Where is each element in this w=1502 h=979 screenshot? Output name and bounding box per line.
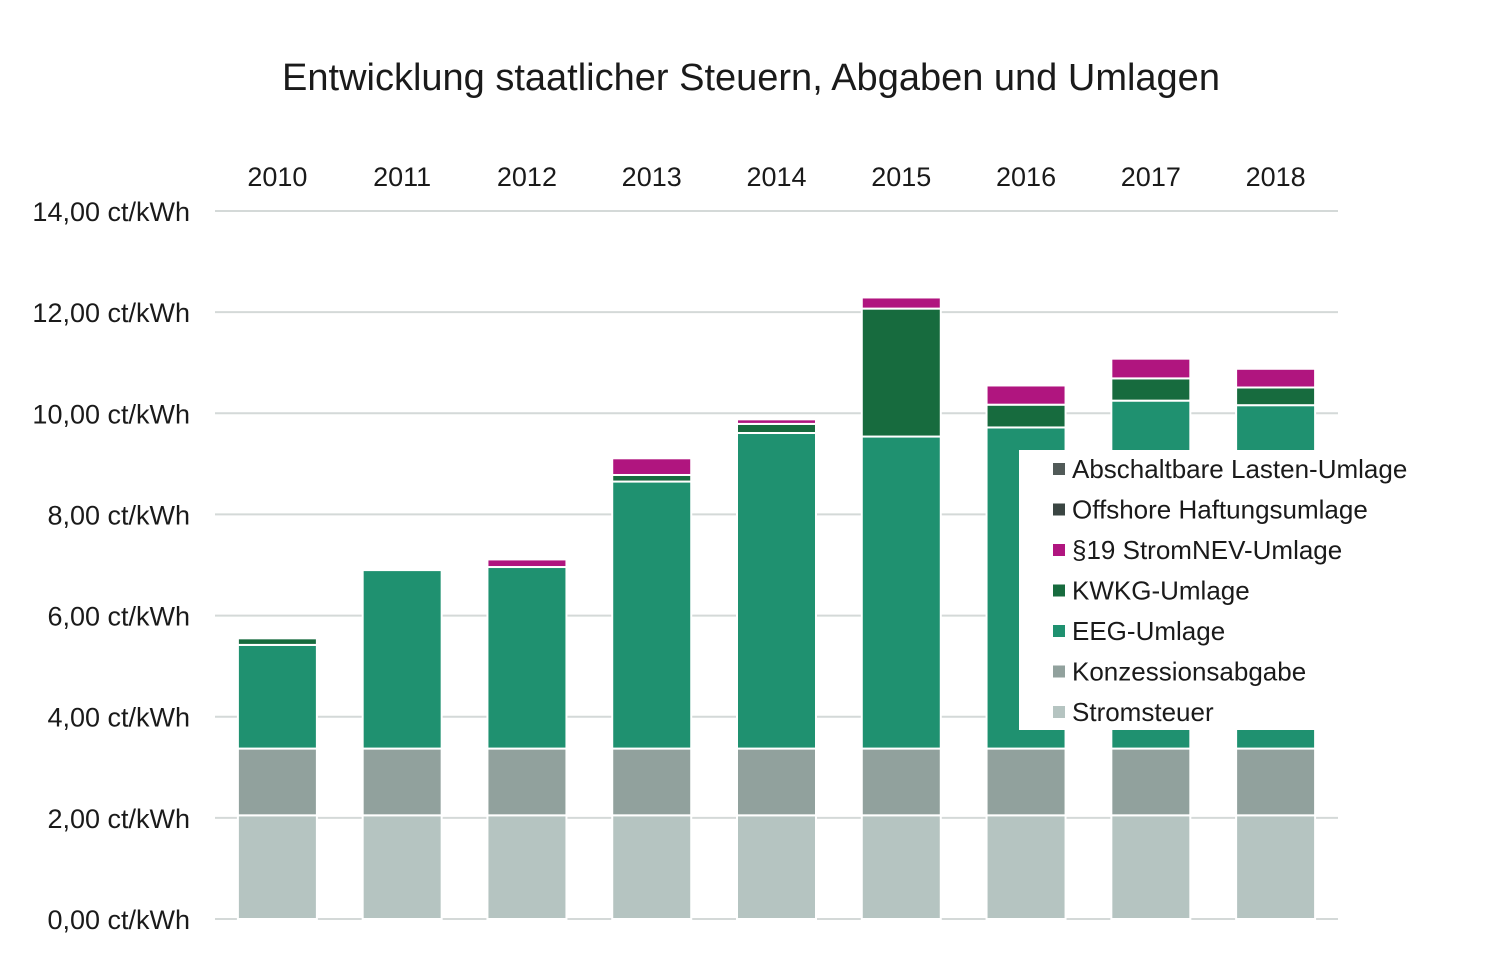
bar-segment (236, 747, 318, 817)
bar-segment (361, 569, 443, 750)
x-tick-label: 2018 (1246, 162, 1306, 192)
legend: Abschaltbare Lasten-Umlage Offshore Haftu… (1019, 450, 1459, 730)
bar-segment (611, 457, 693, 476)
bar-segment (736, 747, 817, 817)
y-tick-label: 14,00 ct/kWh (32, 197, 190, 227)
bar-segment (1110, 814, 1192, 920)
legend-label: Stromsteuer (1072, 697, 1214, 727)
bar-segment (860, 747, 942, 817)
bar-segment (1235, 747, 1317, 817)
bar-segment (236, 643, 318, 750)
y-tick-label: 8,00 ct/kWh (47, 500, 190, 530)
legend-swatch (1053, 463, 1065, 475)
x-tick-label: 2015 (871, 162, 931, 192)
x-axis-tick-labels: 2010 2011 2012 2013 2014 2015 2016 2017 2018 (247, 162, 1305, 192)
bar-segment (486, 814, 568, 920)
bar-segment (486, 747, 568, 817)
bar-segment (1110, 377, 1192, 402)
x-tick-label: 2014 (746, 162, 806, 192)
bar-segment (985, 814, 1067, 920)
legend-swatch (1053, 544, 1065, 556)
bar-segment (236, 814, 318, 920)
legend-swatch (1053, 503, 1065, 516)
legend-swatch (1053, 584, 1065, 597)
legend-label: Offshore Haftungsumlage (1072, 495, 1368, 525)
bar-segment (736, 418, 817, 425)
bar-segment (736, 432, 817, 750)
bar-segment (860, 435, 942, 750)
x-tick-label: 2016 (996, 162, 1056, 192)
bar-segment (611, 480, 693, 750)
bar-segment (361, 567, 443, 572)
bar-segment (611, 814, 693, 920)
x-tick-label: 2013 (622, 162, 682, 192)
y-tick-label: 12,00 ct/kWh (32, 298, 190, 328)
bar-segment (985, 384, 1067, 406)
bar-segment (361, 747, 443, 817)
bar-segment (860, 307, 942, 438)
bar-segment (361, 814, 443, 920)
bar-segment (736, 422, 817, 435)
legend-label: Abschaltbare Lasten-Umlage (1072, 454, 1407, 484)
bar-segment (860, 814, 942, 920)
y-axis-tick-labels: 0,00 ct/kWh 2,00 ct/kWh 4,00 ct/kWh 6,00 ct… (32, 197, 190, 935)
legend-label: KWKG-Umlage (1072, 576, 1250, 606)
bar-segment (1110, 357, 1192, 380)
bar-segment (985, 747, 1067, 817)
y-tick-label: 0,00 ct/kWh (47, 905, 190, 935)
y-tick-label: 6,00 ct/kWh (47, 602, 190, 632)
bar-segment (486, 558, 568, 569)
bar-segment (1110, 747, 1192, 817)
legend-swatch (1053, 706, 1065, 718)
chart-title: Entwicklung staatlicher Steuern, Abgaben… (282, 57, 1220, 99)
legend-swatch (1053, 665, 1065, 678)
bar-segment (1235, 367, 1317, 389)
bar-segment (860, 296, 942, 310)
x-tick-label: 2011 (373, 162, 431, 192)
legend-box (1019, 450, 1459, 730)
legend-label: §19 StromNEV-Umlage (1072, 535, 1342, 565)
y-tick-label: 2,00 ct/kWh (47, 804, 190, 834)
x-tick-label: 2010 (247, 162, 307, 192)
bar-segment (486, 566, 568, 750)
bar-segment (1235, 386, 1317, 407)
x-tick-label: 2017 (1121, 162, 1181, 192)
legend-label: EEG-Umlage (1072, 616, 1225, 646)
bar-segment (236, 637, 318, 646)
bar-segment (611, 747, 693, 817)
legend-swatch (1053, 625, 1065, 637)
legend-label: Konzessionsabgabe (1072, 657, 1306, 687)
y-tick-label: 4,00 ct/kWh (47, 703, 190, 733)
bar-segment (736, 814, 817, 920)
bar-segment (985, 403, 1067, 429)
x-tick-label: 2012 (497, 162, 557, 192)
y-tick-label: 10,00 ct/kWh (32, 399, 190, 429)
bars (236, 296, 1317, 920)
bar-segment (1235, 814, 1317, 920)
